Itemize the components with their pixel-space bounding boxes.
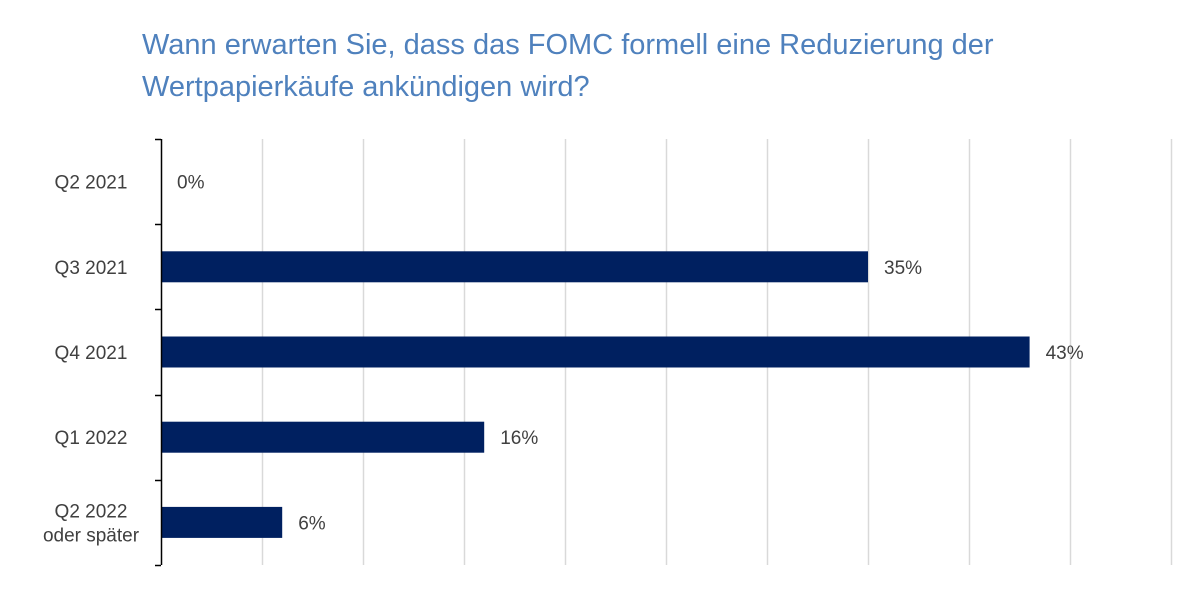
y-tick-label: Q2 2021 (55, 173, 128, 194)
bar (161, 421, 485, 453)
y-tick-label-line: Q1 2022 (55, 428, 128, 449)
y-tick-label: Q4 2021 (55, 343, 128, 364)
y-tick-label-line: oder später (43, 525, 140, 546)
y-tick-label-line: Q2 2021 (55, 173, 128, 194)
chart-title: Wann erwarten Sie, dass das FOMC formell… (142, 29, 994, 103)
y-tick-label-line: Q4 2021 (55, 343, 128, 364)
bar (161, 506, 283, 538)
data-label: 16% (500, 428, 538, 449)
bars (161, 251, 1030, 538)
y-tick-label: Q1 2022 (55, 428, 128, 449)
y-tick-label: Q3 2021 (55, 258, 128, 279)
y-tick-label-line: Q3 2021 (55, 258, 128, 279)
bar (161, 251, 868, 283)
y-axis (155, 138, 163, 567)
data-label: 6% (298, 513, 326, 534)
data-label: 35% (884, 258, 922, 279)
y-tick-label-line: Q2 2022 (55, 501, 128, 522)
data-label: 0% (177, 173, 205, 194)
y-tick-label: Q2 2022 oder später (43, 501, 140, 546)
data-label: 43% (1046, 343, 1084, 364)
bar (161, 336, 1030, 368)
labels: 0% Q2 2021 35% Q3 2021 43% Q4 2021 16% Q1 2022 6… (43, 173, 1084, 547)
